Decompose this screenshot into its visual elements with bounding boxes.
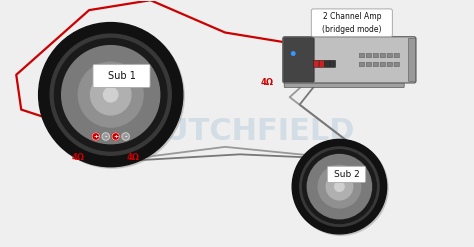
Circle shape <box>292 52 295 55</box>
FancyBboxPatch shape <box>93 64 150 87</box>
FancyBboxPatch shape <box>409 38 416 82</box>
FancyBboxPatch shape <box>373 53 379 58</box>
Circle shape <box>62 46 160 144</box>
Circle shape <box>103 87 118 102</box>
FancyBboxPatch shape <box>330 60 336 67</box>
Circle shape <box>302 150 376 224</box>
FancyBboxPatch shape <box>387 62 392 67</box>
Circle shape <box>40 24 184 168</box>
Circle shape <box>300 147 379 226</box>
FancyBboxPatch shape <box>394 62 400 67</box>
FancyBboxPatch shape <box>394 53 400 58</box>
FancyBboxPatch shape <box>319 60 325 67</box>
Circle shape <box>307 155 372 219</box>
FancyBboxPatch shape <box>366 62 372 67</box>
Circle shape <box>326 173 353 200</box>
Text: 2 Channel Amp
(bridged mode): 2 Channel Amp (bridged mode) <box>322 12 382 34</box>
Circle shape <box>78 62 143 127</box>
Text: +: + <box>93 134 99 139</box>
Circle shape <box>92 133 100 140</box>
Text: +: + <box>113 134 118 139</box>
FancyBboxPatch shape <box>328 166 366 183</box>
FancyBboxPatch shape <box>359 62 365 67</box>
Circle shape <box>55 39 167 151</box>
Circle shape <box>91 75 131 115</box>
FancyBboxPatch shape <box>284 79 404 87</box>
Circle shape <box>292 139 387 234</box>
FancyBboxPatch shape <box>380 53 385 58</box>
FancyBboxPatch shape <box>366 53 372 58</box>
Text: Sub 2: Sub 2 <box>334 170 359 179</box>
Text: 4Ω: 4Ω <box>261 78 274 87</box>
Text: 4Ω: 4Ω <box>72 153 85 162</box>
FancyBboxPatch shape <box>373 62 379 67</box>
Text: -: - <box>124 134 127 139</box>
Circle shape <box>318 165 361 208</box>
Circle shape <box>112 133 119 140</box>
FancyBboxPatch shape <box>314 60 319 67</box>
Circle shape <box>294 141 388 235</box>
FancyBboxPatch shape <box>359 53 365 58</box>
FancyBboxPatch shape <box>283 37 416 83</box>
FancyBboxPatch shape <box>284 38 314 82</box>
Circle shape <box>335 182 344 191</box>
FancyBboxPatch shape <box>387 53 392 58</box>
Circle shape <box>38 22 183 167</box>
FancyBboxPatch shape <box>325 60 330 67</box>
Text: 4Ω: 4Ω <box>127 153 139 162</box>
FancyBboxPatch shape <box>380 62 385 67</box>
Circle shape <box>50 34 171 155</box>
Text: Sub 1: Sub 1 <box>108 71 136 81</box>
Text: CRUTCHFIELD: CRUTCHFIELD <box>119 118 355 146</box>
Text: -: - <box>104 134 107 139</box>
FancyBboxPatch shape <box>311 9 392 37</box>
Circle shape <box>122 133 129 140</box>
Circle shape <box>102 133 109 140</box>
